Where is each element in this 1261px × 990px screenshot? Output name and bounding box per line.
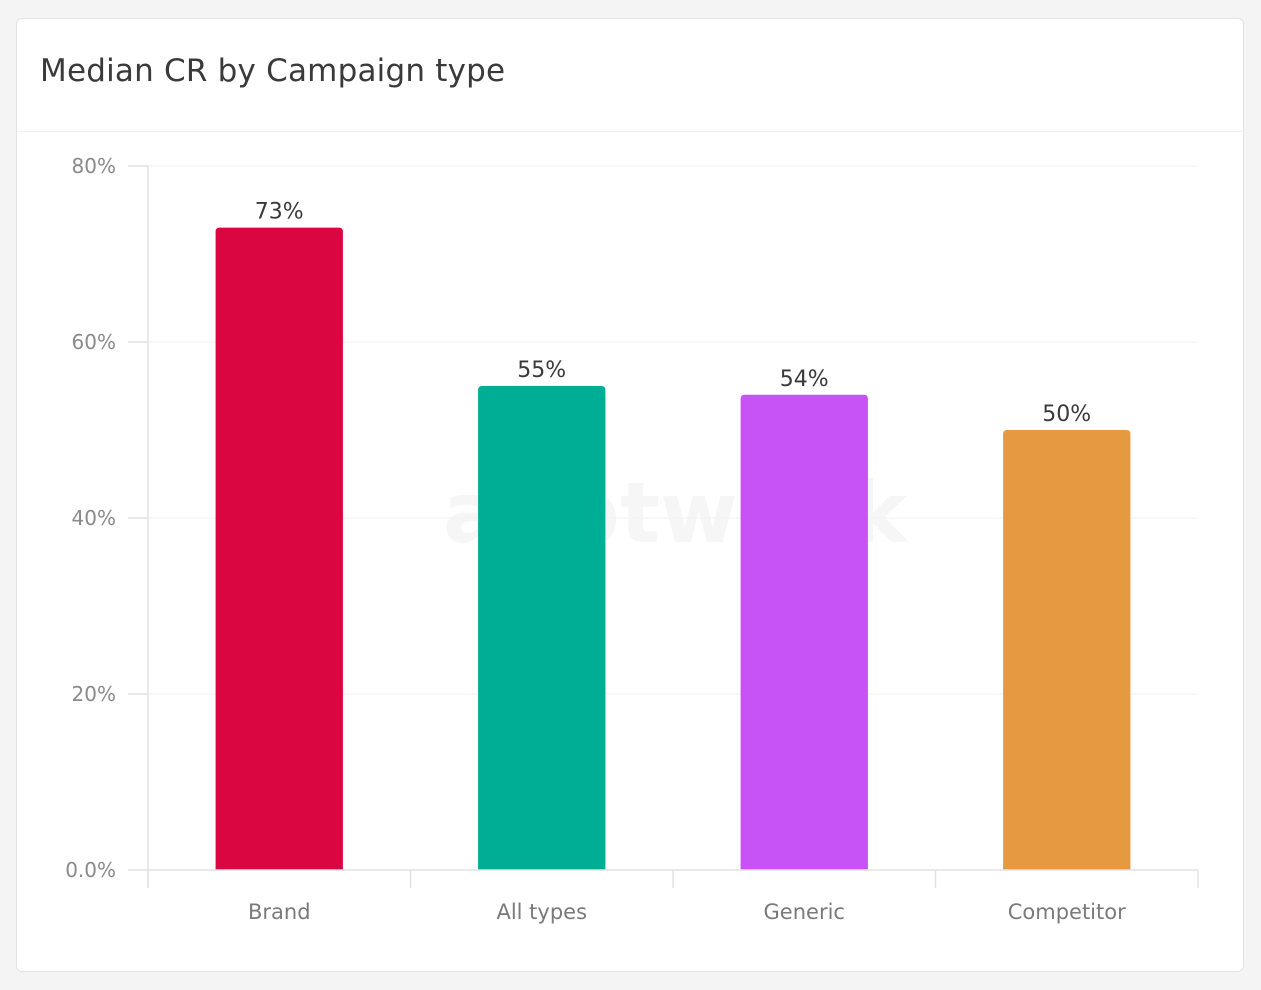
header-divider <box>17 131 1243 132</box>
x-category-label: Brand <box>248 900 311 924</box>
data-label: 55% <box>517 358 566 383</box>
x-category-label: Competitor <box>1008 900 1126 924</box>
bar-competitor[interactable] <box>1003 430 1131 870</box>
data-label: 73% <box>255 200 304 225</box>
data-label: 54% <box>780 367 829 392</box>
bar-brand[interactable] <box>215 227 343 871</box>
y-tick-label: 40% <box>72 506 116 530</box>
y-tick-label: 20% <box>72 682 116 706</box>
labels: 0.0% 20% 40% 60% 80% 73% Brand 55% All types 54% G… <box>65 154 1126 924</box>
chart-title: Median CR by Campaign type <box>40 53 506 89</box>
bars <box>215 227 1131 871</box>
bar-all-types[interactable] <box>478 386 606 870</box>
x-category-label: Generic <box>764 900 845 924</box>
y-tick-label: 60% <box>72 330 116 354</box>
bar-generic[interactable] <box>740 394 868 870</box>
axes <box>128 165 1199 888</box>
y-tick-label: 80% <box>72 154 116 178</box>
y-tick-label: 0.0% <box>65 858 116 882</box>
data-label: 50% <box>1042 402 1091 427</box>
x-category-label: All types <box>496 900 587 924</box>
